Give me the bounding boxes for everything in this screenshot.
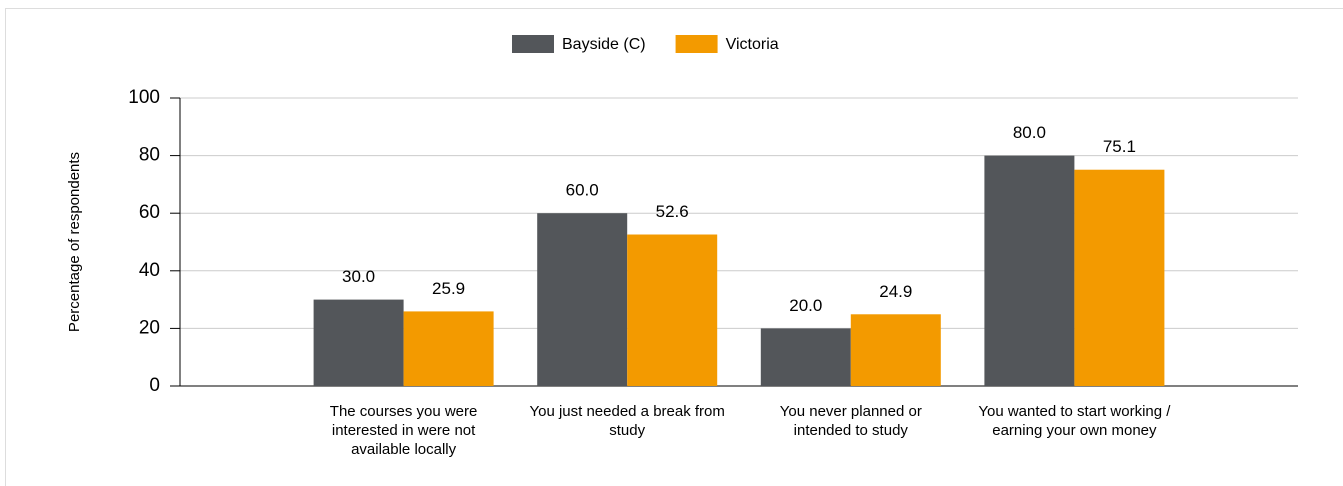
value-label: 60.0 xyxy=(566,181,599,200)
value-label: 30.0 xyxy=(342,267,375,286)
value-label: 24.9 xyxy=(879,282,912,301)
bar xyxy=(627,234,718,386)
bar xyxy=(984,155,1075,386)
x-tick-label: The courses you were interested in were … xyxy=(329,403,478,458)
bar xyxy=(1074,169,1165,386)
legend-swatch xyxy=(675,35,718,53)
bar xyxy=(760,328,851,386)
bar xyxy=(537,213,628,386)
legend-swatch xyxy=(512,35,554,53)
frame xyxy=(5,8,1343,486)
bar xyxy=(313,299,404,386)
y-axis-label: Percentage of respondents xyxy=(66,152,83,332)
y-tick-label: 100 xyxy=(128,87,160,108)
value-label: 75.1 xyxy=(1103,137,1136,156)
y-tick-label: 40 xyxy=(139,260,160,281)
x-tick-label: You wanted to start working / earning yo… xyxy=(978,403,1171,439)
bar xyxy=(850,314,941,386)
legend-label: Bayside (C) xyxy=(562,36,646,53)
value-label: 80.0 xyxy=(1013,123,1046,142)
value-label: 20.0 xyxy=(789,296,822,315)
y-tick-label: 20 xyxy=(139,317,160,338)
y-tick-label: 60 xyxy=(139,202,160,223)
value-label: 25.9 xyxy=(432,279,465,298)
y-tick-label: 80 xyxy=(139,145,160,166)
bar xyxy=(403,311,494,386)
y-tick-label: 0 xyxy=(149,375,160,396)
x-tick-label: You just needed a break from study xyxy=(529,403,725,439)
x-tick-label: You never planned or intended to study xyxy=(779,403,922,439)
value-label: 52.6 xyxy=(656,202,689,221)
legend-label: Victoria xyxy=(726,36,779,53)
